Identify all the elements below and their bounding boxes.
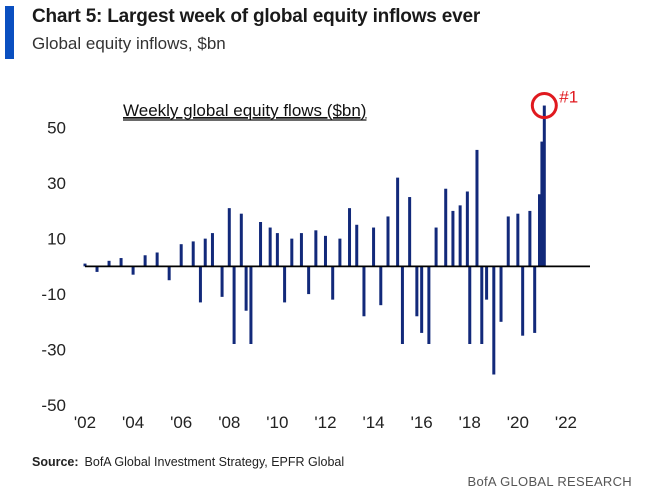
x-tick-label: '18 xyxy=(459,413,481,432)
x-tick-label: '14 xyxy=(362,413,384,432)
bar xyxy=(323,235,327,267)
highlight-label: #1 xyxy=(559,88,578,107)
bar xyxy=(203,238,207,267)
bar xyxy=(475,149,479,267)
bar xyxy=(131,266,135,275)
bar xyxy=(268,227,272,267)
x-tick-label: '12 xyxy=(314,413,336,432)
x-tick-label: '04 xyxy=(122,413,144,432)
bar xyxy=(362,266,366,317)
bar xyxy=(434,227,438,267)
bar xyxy=(485,266,489,300)
x-tick-label: '20 xyxy=(507,413,529,432)
bar xyxy=(83,263,87,267)
y-tick-label: -50 xyxy=(41,396,66,415)
bar xyxy=(480,266,484,344)
y-tick-label: 30 xyxy=(47,174,66,193)
x-tick-label: '08 xyxy=(218,413,240,432)
bar xyxy=(427,266,431,344)
bar xyxy=(210,233,214,267)
bar xyxy=(348,208,352,267)
bar xyxy=(167,266,171,281)
bar xyxy=(533,266,537,333)
bar xyxy=(314,230,318,267)
x-tick-label: '10 xyxy=(266,413,288,432)
bar xyxy=(540,141,544,267)
bar xyxy=(492,266,496,375)
bar xyxy=(396,177,400,267)
bar xyxy=(355,224,359,267)
bar xyxy=(290,238,294,267)
bar xyxy=(542,105,546,267)
source-line: Source: BofA Global Investment Strategy, … xyxy=(32,455,344,469)
bar xyxy=(95,266,99,272)
bar xyxy=(249,266,253,344)
bar xyxy=(528,210,532,267)
bar xyxy=(179,244,183,267)
bar xyxy=(239,213,243,267)
bar xyxy=(468,266,472,344)
bar xyxy=(372,227,376,267)
source-text: BofA Global Investment Strategy, EPFR Gl… xyxy=(84,455,345,469)
bar xyxy=(107,260,111,267)
bar xyxy=(283,266,287,303)
y-tick-label: 10 xyxy=(47,230,66,249)
chart-title: Chart 5: Largest week of global equity i… xyxy=(32,6,481,27)
bar xyxy=(119,258,123,267)
highlight-circle xyxy=(530,92,558,120)
bar xyxy=(420,266,424,333)
accent-bar xyxy=(5,6,14,59)
bar xyxy=(521,266,525,336)
bar xyxy=(516,213,520,267)
bar xyxy=(275,233,279,267)
bar xyxy=(538,194,541,267)
bar xyxy=(386,216,390,267)
chart-subtitle: Global equity inflows, $bn xyxy=(32,34,226,53)
bar xyxy=(408,197,412,267)
bar xyxy=(458,205,462,267)
bar xyxy=(379,266,383,306)
bar xyxy=(198,266,202,303)
bar xyxy=(506,216,510,267)
x-tick-label: '22 xyxy=(555,413,577,432)
brand-label: BofA GLOBAL RESEARCH xyxy=(467,474,632,489)
bar xyxy=(400,266,404,344)
x-tick-label: '16 xyxy=(411,413,433,432)
bar xyxy=(451,210,455,267)
bar xyxy=(465,191,469,267)
bar xyxy=(143,255,147,267)
bar xyxy=(227,208,231,267)
bar xyxy=(155,252,159,267)
y-tick-label: -30 xyxy=(41,341,66,360)
y-tick-label: -10 xyxy=(41,285,66,304)
bar xyxy=(299,233,303,267)
bar xyxy=(232,266,236,344)
bar xyxy=(259,222,263,267)
bar xyxy=(331,266,335,300)
bar xyxy=(499,266,503,322)
x-tick-label: '06 xyxy=(170,413,192,432)
bar xyxy=(338,238,342,267)
x-tick-label: '02 xyxy=(74,413,96,432)
bar xyxy=(415,266,419,317)
bar xyxy=(244,266,248,311)
bar xyxy=(444,188,448,267)
bar xyxy=(220,266,224,297)
y-tick-label: 50 xyxy=(47,119,66,138)
source-label: Source: xyxy=(32,455,79,469)
bar xyxy=(191,241,195,267)
bar xyxy=(307,266,311,295)
inner-chart-title: Weekly global equity flows ($bn) xyxy=(123,101,366,120)
